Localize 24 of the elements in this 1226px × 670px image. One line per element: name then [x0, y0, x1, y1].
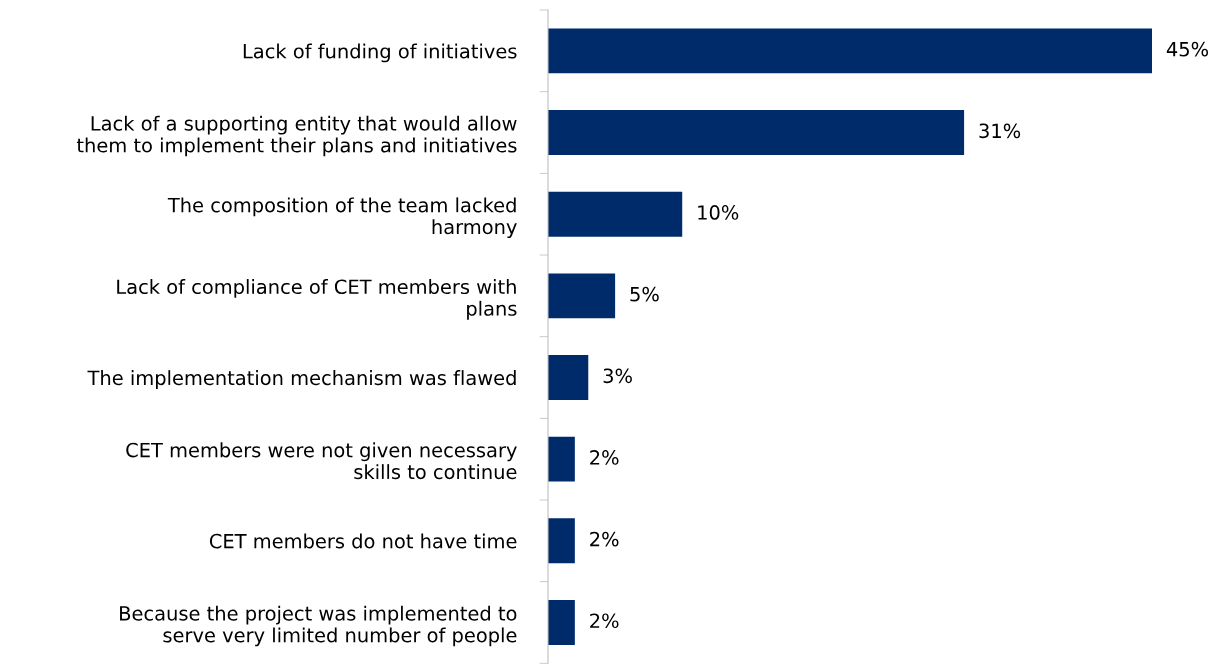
data-label: 2% [590, 613, 619, 629]
bar [548, 28, 1152, 74]
data-label: 3% [603, 368, 632, 384]
bar [548, 191, 683, 237]
y-tick-label: Lack of compliance of CET members with plans [117, 279, 517, 320]
bar [548, 273, 616, 319]
data-label: 5% [630, 286, 659, 302]
y-tick-label: Lack of funding of initiatives [243, 43, 517, 63]
y-tick-label: The implementation mechanism was flawed [87, 370, 516, 389]
y-tick-label: CET members do not have time [209, 533, 517, 549]
bar [548, 436, 575, 482]
data-label: 45% [1166, 41, 1209, 57]
bar [548, 355, 589, 400]
y-tick-label: Because the project was implemented to serve very limited number of people [120, 605, 517, 647]
y-tick-label: The composition of the team lacked harmony [167, 197, 517, 238]
y-tick-label: CET members were not given necessary skills to continue [126, 442, 517, 480]
data-label: 10% [698, 205, 739, 220]
data-label: 2% [590, 450, 619, 465]
y-tick-label: Lack of a supporting entity that would allow them to implement their plans and initiatives [76, 115, 517, 157]
bar [548, 518, 575, 564]
data-label: 31% [979, 123, 1021, 139]
bar [548, 110, 965, 155]
data-label: 2% [590, 531, 619, 547]
bar [548, 600, 575, 645]
